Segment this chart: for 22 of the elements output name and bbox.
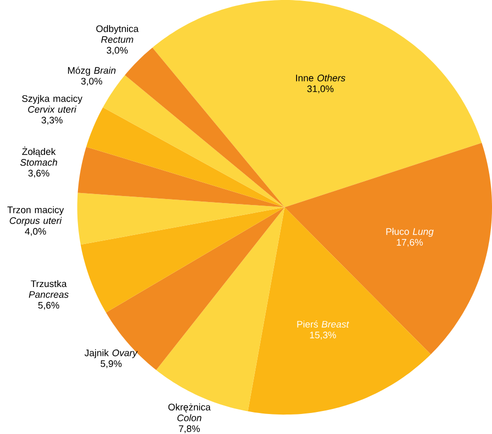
data-label: 17,6% — [396, 238, 423, 247]
slice-label: Trzon macicy Corpus uteri — [7, 206, 64, 226]
data-label: 3,6% — [28, 170, 50, 178]
data-label: 3,3% — [42, 116, 63, 124]
slice-label: Okrężnica Colon — [168, 403, 211, 422]
data-label: 31,0% — [307, 85, 334, 94]
data-label: 15,3% — [310, 331, 336, 340]
data-label: 3,0% — [106, 46, 128, 55]
slice-label: Odbytnica Rectum — [96, 24, 139, 43]
slice-label: Jajnik Ovary — [84, 349, 138, 358]
data-label: 4,0% — [24, 228, 46, 236]
slice-label: Szyjka macicy Cervix uteri — [22, 94, 82, 112]
slice-label: Inne Others — [296, 74, 346, 82]
data-label: 5,9% — [100, 360, 122, 368]
slice-label: Płuco Lung — [386, 228, 434, 237]
data-label: 3,0% — [81, 78, 102, 86]
slice-label: Pierś Breast — [297, 320, 350, 328]
slice-label: Żołądek Stomach — [20, 146, 58, 166]
slice-label: Trzustka Pancreas — [28, 280, 69, 298]
slice-label: Mózg Brain — [68, 66, 116, 76]
data-label: 5,6% — [38, 302, 60, 310]
data-label: 7,8% — [178, 425, 200, 433]
